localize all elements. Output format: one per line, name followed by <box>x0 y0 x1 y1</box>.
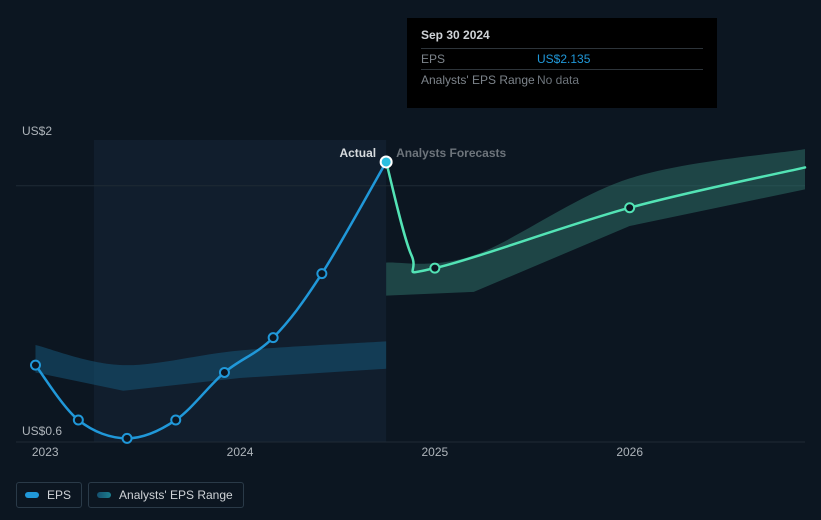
section-label-actual: Actual <box>316 146 376 160</box>
legend-item[interactable]: EPS <box>16 482 82 508</box>
tooltip-row-label: EPS <box>421 52 537 66</box>
x-axis-tick: 2024 <box>227 445 254 459</box>
legend-swatch <box>97 492 111 498</box>
chart-legend: EPS Analysts' EPS Range <box>16 482 244 508</box>
tooltip-row-value: No data <box>537 73 579 87</box>
tooltip-row-label: Analysts' EPS Range <box>421 73 537 87</box>
section-label-forecast: Analysts Forecasts <box>396 146 506 160</box>
chart-container: 2023 2024 2025 2026 US$2 US$0.6 Actual Analy… <box>0 0 821 520</box>
legend-swatch <box>25 492 39 498</box>
legend-label: Analysts' EPS Range <box>119 488 233 502</box>
x-axis-tick: 2026 <box>616 445 643 459</box>
tooltip-row: EPSUS$2.135 <box>421 48 703 69</box>
tooltip-row: Analysts' EPS RangeNo data <box>421 69 703 90</box>
y-axis-label: US$2 <box>22 124 52 138</box>
tooltip-row-value: US$2.135 <box>537 52 590 66</box>
legend-item[interactable]: Analysts' EPS Range <box>88 482 244 508</box>
chart-tooltip: Sep 30 2024 EPSUS$2.135Analysts' EPS Ran… <box>407 18 717 108</box>
x-axis-tick: 2025 <box>422 445 449 459</box>
tooltip-date: Sep 30 2024 <box>421 28 703 42</box>
x-axis-tick: 2023 <box>32 445 59 459</box>
y-axis-label: US$0.6 <box>22 424 62 438</box>
legend-label: EPS <box>47 488 71 502</box>
